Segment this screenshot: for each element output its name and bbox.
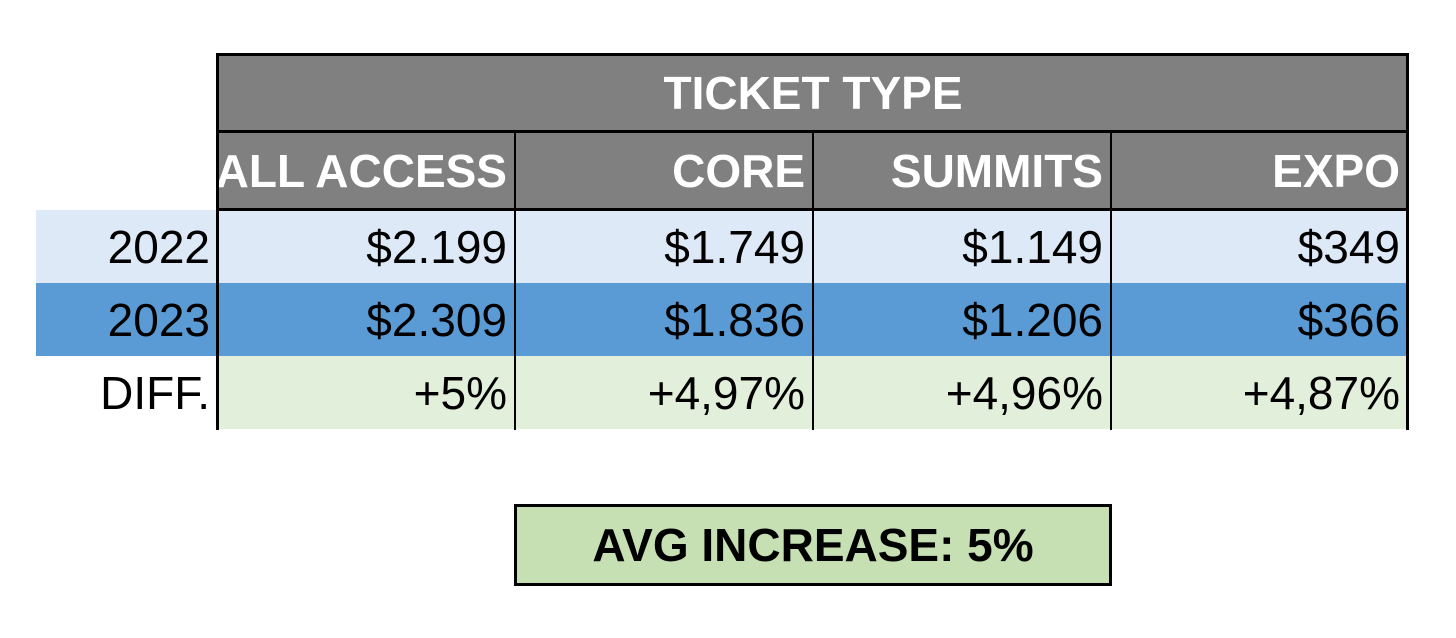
row-label-2023: 2023 — [36, 283, 218, 356]
row-label-diff: DIFF. — [100, 366, 210, 419]
cell-diff-all-access: +5% — [218, 356, 515, 429]
ticket-type-header: TICKET TYPE — [218, 54, 1408, 132]
column-header-all-access: ALL ACCESS — [216, 132, 515, 210]
row-label-2022: 2022 — [36, 210, 218, 283]
cell-2023-core: $1.836 — [515, 283, 813, 356]
cell-2023-summits: $1.206 — [813, 283, 1111, 356]
table-border-top — [217, 53, 1409, 56]
column-header-expo: EXPO — [1111, 132, 1408, 210]
cell-diff-summits: +4,96% — [813, 356, 1111, 429]
cell-2022-core: $1.749 — [515, 210, 813, 283]
table-border-right — [1406, 53, 1409, 430]
column-header-core: CORE — [515, 132, 813, 210]
column-divider-2 — [812, 132, 814, 430]
table-border-left — [216, 53, 219, 430]
header-divider — [217, 130, 1409, 133]
cell-diff-core: +4,97% — [515, 356, 813, 429]
cell-2022-summits: $1.149 — [813, 210, 1111, 283]
cell-2022-all-access: $2.199 — [218, 210, 515, 283]
column-divider-3 — [1110, 132, 1112, 430]
avg-increase-box: AVG INCREASE: 5% — [514, 504, 1112, 586]
column-header-summits: SUMMITS — [813, 132, 1111, 210]
cell-2023-expo: $366 — [1111, 283, 1408, 356]
cell-2022-expo: $349 — [1111, 210, 1408, 283]
cell-2023-all-access: $2.309 — [218, 283, 515, 356]
column-divider-1 — [514, 132, 516, 430]
cell-diff-expo: +4,87% — [1111, 356, 1408, 429]
